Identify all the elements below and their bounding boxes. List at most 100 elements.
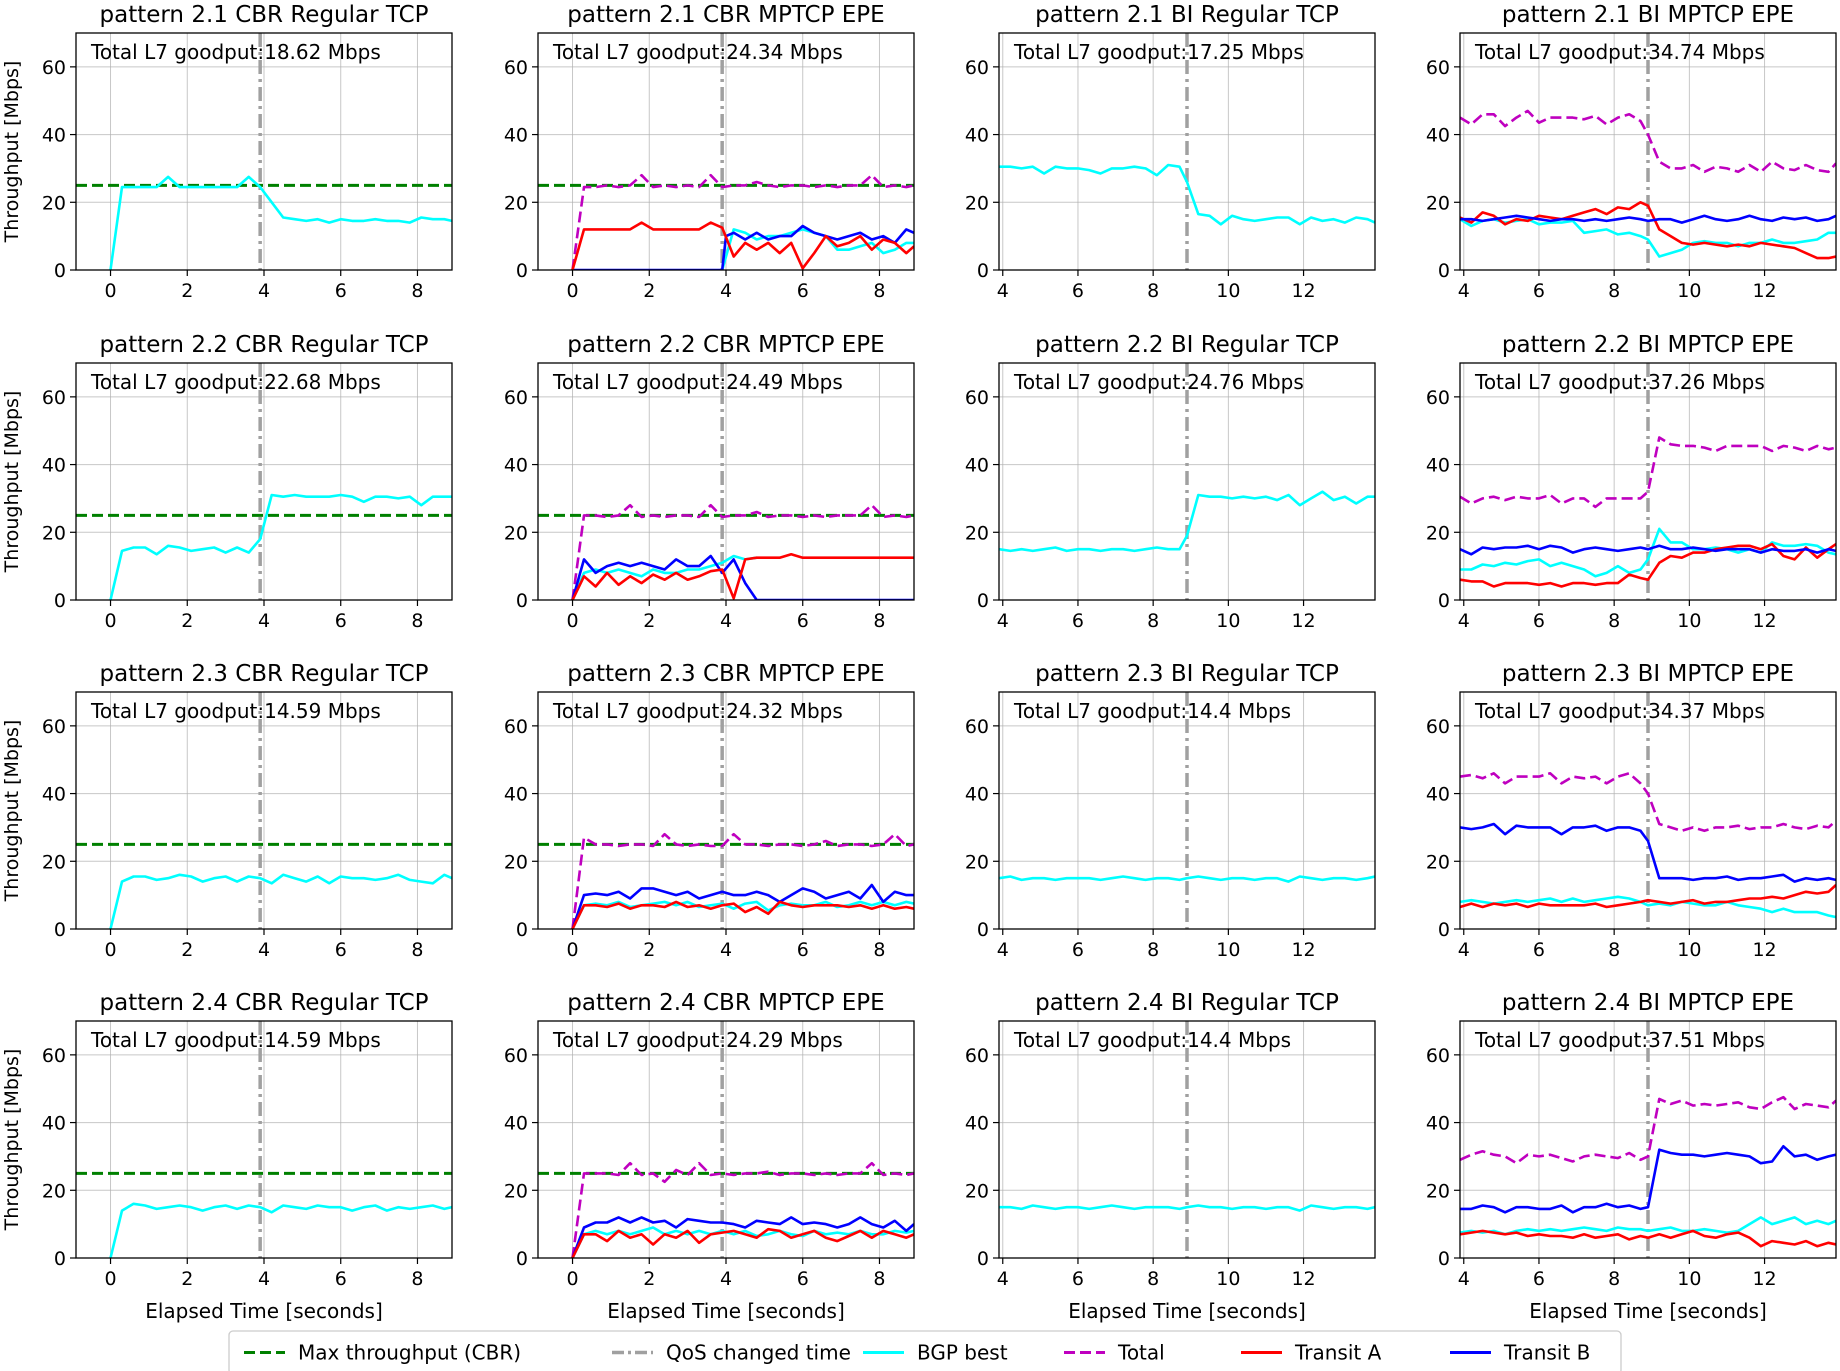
x-axis-label: Elapsed Time [seconds] [145,1299,383,1323]
series-transit-b-line [572,224,914,270]
y-tick-label: 0 [977,260,989,282]
y-tick-label: 40 [1426,784,1450,806]
y-tick-label: 40 [1426,455,1450,477]
subplot-2: 0 2 4 6 8 0 20 40 60 pattern 2.1 CBR MPTCP EPE Tot… [504,2,915,302]
legend-frame [228,1330,1622,1371]
y-tick-label: 20 [965,192,989,214]
y-tick-label: 40 [504,125,528,147]
y-tick-label: 60 [1426,1045,1450,1067]
x-tick-label: 2 [181,1268,193,1290]
y-tick-label: 40 [1426,125,1450,147]
series-bgp-best-line [109,493,452,600]
x-tick-label: 6 [335,610,347,632]
x-tick-label: 0 [104,280,116,302]
goodput-annotation: Total L7 goodput:24.29 Mbps [552,1028,843,1052]
subplot-title: pattern 2.1 BI Regular TCP [1035,2,1339,28]
x-tick-label: 12 [1752,280,1776,302]
x-tick-label: 4 [720,610,732,632]
y-tick-label: 20 [965,851,989,873]
x-tick-label: 4 [720,1268,732,1290]
x-tick-label: 4 [1458,1268,1470,1290]
y-tick-label: 60 [504,716,528,738]
y-axis-label: Throughput [Mbps] [1,61,23,244]
x-tick-label: 8 [1147,1268,1159,1290]
y-tick-label: 0 [1438,1248,1450,1270]
y-tick-label: 20 [42,522,66,544]
x-tick-label: 0 [104,610,116,632]
subplot-title: pattern 2.1 BI MPTCP EPE [1502,2,1794,28]
x-tick-label: 10 [1216,1268,1240,1290]
x-tick-label: 2 [181,939,193,961]
series-transit-a-line [1460,1229,1836,1248]
legend-label-transitA: Transit A [1294,1341,1382,1365]
x-tick-label: 12 [1291,1268,1315,1290]
x-tick-label: 4 [1458,939,1470,961]
goodput-annotation: Total L7 goodput:14.4 Mbps [1013,699,1291,723]
y-tick-label: 0 [54,590,66,612]
x-tick-label: 6 [335,280,347,302]
series-bgp-best-line [999,875,1375,883]
x-tick-label: 4 [258,280,270,302]
x-tick-label: 6 [797,280,809,302]
plot-area [538,363,914,600]
subplot-title: pattern 2.4 BI Regular TCP [1035,990,1339,1016]
y-tick-label: 20 [42,851,66,873]
series-total-line [1460,109,1836,174]
x-tick-label: 8 [1608,280,1620,302]
x-tick-label: 0 [566,280,578,302]
series-total-line [571,832,914,929]
legend-label-total: Total [1117,1341,1165,1365]
goodput-annotation: Total L7 goodput:37.51 Mbps [1474,1028,1765,1052]
y-tick-label: 40 [504,455,528,477]
y-axis-label: Throughput [Mbps] [1,1049,23,1232]
series-transit-b-line [571,554,914,600]
series-bgp-best-line [999,490,1375,553]
y-axis-label: Throughput [Mbps] [1,720,23,903]
y-tick-label: 60 [42,57,66,79]
y-tick-label: 20 [1426,522,1450,544]
x-tick-label: 4 [997,610,1009,632]
y-tick-label: 40 [42,455,66,477]
x-tick-label: 10 [1677,610,1701,632]
subplot-title: pattern 2.3 CBR Regular TCP [100,661,429,687]
x-tick-label: 12 [1752,939,1776,961]
y-tick-label: 20 [1426,851,1450,873]
y-tick-label: 60 [965,387,989,409]
x-tick-label: 6 [797,1268,809,1290]
x-tick-label: 4 [258,939,270,961]
plot-area [999,33,1375,270]
x-tick-label: 4 [1458,610,1470,632]
x-tick-label: 6 [1072,1268,1084,1290]
plot-area [999,692,1375,929]
series-transit-b-line [1460,822,1836,883]
y-tick-label: 20 [504,522,528,544]
plot-area [1460,692,1836,929]
x-tick-label: 8 [1147,280,1159,302]
y-tick-label: 40 [965,455,989,477]
x-tick-label: 0 [104,939,116,961]
x-tick-label: 12 [1291,280,1315,302]
y-tick-label: 40 [42,1113,66,1135]
x-tick-label: 0 [566,1268,578,1290]
x-tick-label: 10 [1216,939,1240,961]
subplot-5: 0 2 4 6 8 0 20 40 60 pattern 2.2 CBR Regular TCP T… [1,332,453,632]
series-total-line [571,1161,914,1258]
x-tick-label: 8 [411,939,423,961]
y-tick-label: 40 [1426,1113,1450,1135]
goodput-annotation: Total L7 goodput:14.59 Mbps [90,1028,381,1052]
plot-area [76,363,452,600]
plot-area [76,33,452,270]
y-tick-label: 20 [965,1180,989,1202]
series-bgp-best-line [109,175,452,270]
x-tick-label: 6 [797,610,809,632]
plot-area [538,692,914,929]
series-transit-b-line [1460,544,1836,556]
y-tick-label: 0 [977,1248,989,1270]
axes-frame [1459,32,1837,271]
legend-label-transitB: Transit B [1503,1341,1590,1365]
y-tick-label: 40 [504,784,528,806]
x-tick-label: 10 [1677,1268,1701,1290]
plot-area [1460,363,1836,600]
plot-area [538,33,914,270]
